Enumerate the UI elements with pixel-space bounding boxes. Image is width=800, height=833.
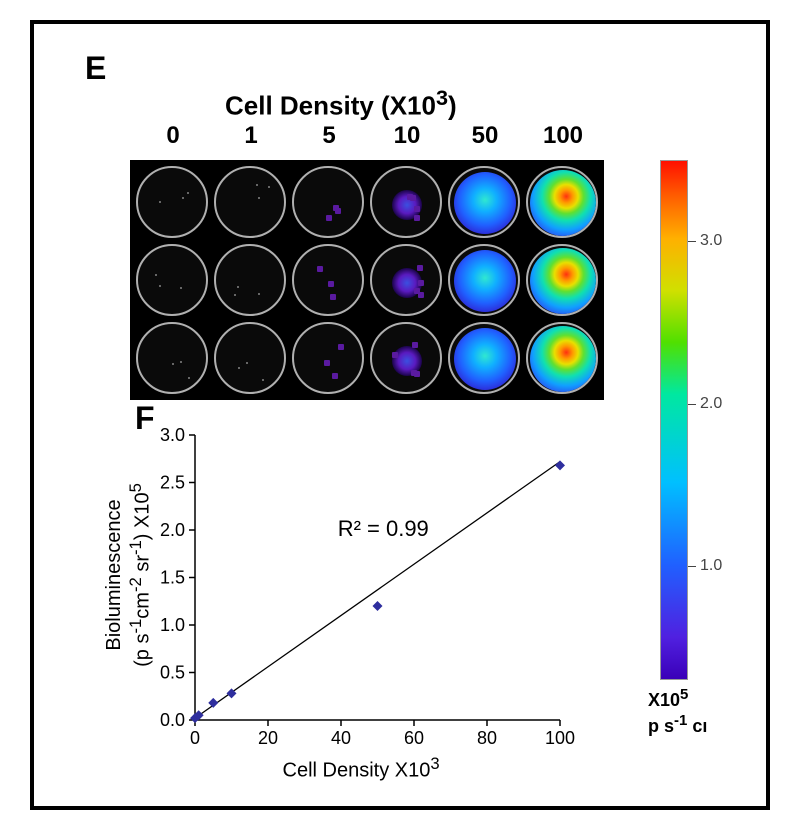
colorbar-tick-label: 1.0 — [700, 557, 722, 575]
well — [526, 322, 598, 394]
well — [214, 166, 286, 238]
colorbar-unit-line1: X105 — [648, 686, 707, 712]
svg-text:100: 100 — [545, 728, 575, 748]
well — [448, 322, 520, 394]
colorbar-unit: X105p s-1 cı — [648, 686, 707, 737]
ylabel-line2: (p s-1cm-2 sr-1) X105 — [126, 430, 155, 720]
well — [136, 322, 208, 394]
svg-text:2.0: 2.0 — [160, 520, 185, 540]
ylabel-line1: Bioluminescence — [103, 430, 126, 720]
well — [370, 322, 442, 394]
r-squared-annotation: R² = 0.99 — [334, 516, 433, 542]
plate-col-header: 1 — [212, 122, 290, 150]
plate-title: Cell Density (X103) — [225, 85, 457, 122]
plate-title-sup: 3 — [436, 85, 448, 110]
plate-col-header: 10 — [368, 122, 446, 150]
xlabel-text: Cell Density X10 — [283, 760, 431, 782]
plate-title-prefix: Cell Density (X10 — [225, 91, 436, 121]
panel-letter-e: E — [85, 50, 106, 87]
y-axis-label: Bioluminescence(p s-1cm-2 sr-1) X105 — [103, 430, 155, 720]
well-plate — [130, 160, 604, 400]
bioluminescence-chart: 0.00.51.01.52.02.53.0020406080100 — [195, 435, 560, 720]
svg-text:2.5: 2.5 — [160, 473, 185, 493]
colorbar-unit-line2: p s-1 cı — [648, 712, 707, 738]
well — [448, 244, 520, 316]
plate-col-header: 5 — [290, 122, 368, 150]
well — [214, 244, 286, 316]
svg-text:80: 80 — [477, 728, 497, 748]
colorbar-tick — [688, 241, 696, 242]
plate-column-headers: 0151050100 — [134, 122, 602, 150]
x-axis-label: Cell Density X103 — [283, 754, 440, 783]
colorbar-tick — [688, 404, 696, 405]
well — [136, 166, 208, 238]
well — [370, 244, 442, 316]
svg-text:40: 40 — [331, 728, 351, 748]
plate-col-header: 100 — [524, 122, 602, 150]
well — [136, 244, 208, 316]
chart-svg: 0.00.51.01.52.02.53.0020406080100 — [195, 435, 560, 720]
colorbar: 1.0 2.0 3.0 — [660, 160, 730, 680]
svg-text:20: 20 — [258, 728, 278, 748]
well — [292, 244, 364, 316]
colorbar-tick-label: 2.0 — [700, 395, 722, 413]
well — [370, 166, 442, 238]
well — [526, 166, 598, 238]
well — [448, 166, 520, 238]
colorbar-gradient — [660, 160, 688, 680]
colorbar-tick — [688, 566, 696, 567]
plate-col-header: 0 — [134, 122, 212, 150]
svg-text:0.0: 0.0 — [160, 710, 185, 730]
well — [526, 244, 598, 316]
svg-text:0.5: 0.5 — [160, 663, 185, 683]
svg-text:0: 0 — [190, 728, 200, 748]
well — [214, 322, 286, 394]
plate-title-suffix: ) — [448, 91, 457, 121]
plate-col-header: 50 — [446, 122, 524, 150]
well — [292, 322, 364, 394]
colorbar-tick-label: 3.0 — [700, 232, 722, 250]
svg-text:1.0: 1.0 — [160, 615, 185, 635]
figure-frame: E Cell Density (X103) 0151050100 F 0.00.… — [0, 0, 800, 833]
svg-text:3.0: 3.0 — [160, 425, 185, 445]
well — [292, 166, 364, 238]
svg-text:1.5: 1.5 — [160, 568, 185, 588]
svg-text:60: 60 — [404, 728, 424, 748]
